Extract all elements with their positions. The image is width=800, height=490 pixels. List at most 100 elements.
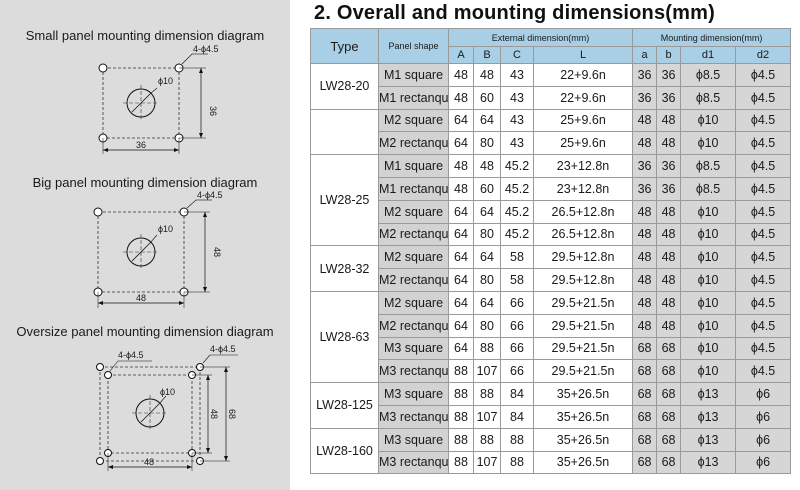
- cell-d2: ϕ6: [735, 427, 792, 452]
- cell-a: 48: [632, 199, 658, 224]
- cell-d2: ϕ6: [735, 382, 792, 406]
- horizontal-dimension-label: 36: [136, 140, 146, 150]
- panel-shape-cell: M2 rectanqular: [378, 313, 449, 338]
- cell-C: 45.2: [500, 199, 534, 224]
- cell-A: 48: [448, 85, 474, 110]
- cell-C: 43: [500, 131, 534, 156]
- cell-C: 43: [500, 85, 534, 110]
- cell-d2: ϕ6: [735, 404, 792, 429]
- cell-d1: ϕ10: [680, 131, 737, 156]
- cell-C: 58: [500, 268, 534, 292]
- cell-b: 68: [656, 359, 682, 384]
- cell-b: 36: [656, 63, 682, 87]
- panel-shape-cell: M3 square: [378, 336, 449, 361]
- cell-L: 23+12.8n: [532, 154, 634, 178]
- cell-L: 22+9.6n: [532, 63, 634, 87]
- cell-a: 48: [632, 313, 658, 338]
- cell-b: 36: [656, 154, 682, 178]
- cell-A: 88: [448, 450, 474, 475]
- cell-d2: ϕ4.5: [735, 154, 792, 178]
- outer-hole-label: 4-ϕ4.5: [210, 344, 236, 354]
- cell-b: 48: [656, 268, 682, 292]
- cell-L: 29.5+12.8n: [532, 245, 634, 270]
- cell-a: 68: [632, 382, 658, 406]
- cell-d1: ϕ13: [680, 382, 737, 406]
- panel-shape-cell: M1 square: [378, 63, 449, 87]
- cell-d1: ϕ8.5: [680, 63, 737, 87]
- panel-shape-cell: M2 square: [378, 290, 449, 315]
- panel-shape-cell: M3 rectanqular: [378, 450, 449, 475]
- cell-b: 68: [656, 427, 682, 452]
- table-row: LW28-63 M2 square 64 64 66 29.5+21.5n 48 48 ϕ10 ϕ…: [310, 290, 792, 384]
- inner-hole-label: 4-ϕ4.5: [118, 350, 144, 360]
- outer-vertical-dimension-label: 68: [227, 409, 237, 419]
- cell-a: 48: [632, 222, 658, 247]
- cell-A: 64: [448, 108, 474, 133]
- cell-B: 107: [473, 359, 501, 384]
- cell-a: 48: [632, 290, 658, 315]
- cell-b: 48: [656, 313, 682, 338]
- panel-shape-cell: M2 square: [378, 108, 449, 133]
- cell-a: 48: [632, 245, 658, 270]
- table-row: M3 rectanqular881076629.5+21.5n6868ϕ10ϕ4…: [311, 359, 792, 384]
- cell-B: 88: [473, 382, 501, 406]
- cell-C: 45.2: [500, 154, 534, 178]
- type-cell: [310, 108, 379, 156]
- cell-A: 48: [448, 154, 474, 178]
- cell-B: 80: [473, 131, 501, 156]
- cell-d2: ϕ4.5: [735, 85, 792, 110]
- panel-shape-cell: M2 rectanqular: [378, 268, 449, 292]
- cell-d2: ϕ4.5: [735, 222, 792, 247]
- center-hole-label: ϕ10: [158, 76, 173, 86]
- cell-d2: ϕ4.5: [735, 245, 792, 270]
- panel-shape-cell: M1 rectanqular: [378, 176, 449, 201]
- cell-C: 43: [500, 63, 534, 87]
- cell-a: 68: [632, 404, 658, 429]
- header-type: Type: [310, 28, 379, 64]
- cell-L: 23+12.8n: [532, 176, 634, 201]
- cell-b: 68: [656, 336, 682, 361]
- cell-d1: ϕ8.5: [680, 154, 737, 178]
- cell-d2: ϕ4.5: [735, 108, 792, 133]
- horizontal-dimension-label: 48: [144, 457, 154, 467]
- diagram-panel: Small panel mounting dimension diagram ϕ…: [0, 0, 290, 490]
- cell-C: 84: [500, 404, 534, 429]
- dimension-table-section: 2. Overall and mounting dimensions(mm) T…: [300, 0, 800, 490]
- panel-shape-cell: M3 square: [378, 427, 449, 452]
- cell-b: 48: [656, 222, 682, 247]
- cell-L: 35+26.5n: [532, 382, 634, 406]
- cell-b: 68: [656, 382, 682, 406]
- table-row: M2 square 64 64 45.2 26.5+12.8n 48 48 ϕ10 ϕ4.5: [311, 199, 792, 224]
- small-panel-diagram: ϕ10 4-ϕ4.5 36 36: [98, 44, 219, 154]
- cell-d1: ϕ10: [680, 222, 737, 247]
- cell-b: 48: [656, 245, 682, 270]
- cell-a: 36: [632, 176, 658, 201]
- center-hole-label: ϕ10: [160, 387, 175, 397]
- header-mounting-dimension: Mounting dimension(mm): [632, 28, 792, 47]
- cell-B: 80: [473, 222, 501, 247]
- header-col-A: A: [448, 46, 474, 64]
- table-row: LW28-125 M3 square 88 88 84 35+26.5n 68 68 ϕ13 ϕ6: [310, 382, 792, 429]
- big-panel-diagram: ϕ10 4-ϕ4.5 48 48: [93, 190, 223, 308]
- cell-B: 107: [473, 450, 501, 475]
- type-cell: LW28-32: [310, 245, 379, 292]
- type-cell: LW28-125: [310, 382, 379, 429]
- cell-B: 48: [473, 63, 501, 87]
- cell-L: 29.5+21.5n: [532, 336, 634, 361]
- header-col-b: b: [656, 46, 682, 64]
- type-cell: LW28-63: [310, 290, 379, 384]
- panel-shape-cell: M3 rectanqular: [378, 404, 449, 429]
- cell-B: 48: [473, 154, 501, 178]
- cell-b: 48: [656, 199, 682, 224]
- table-row: M3 square 64 88 66 29.5+21.5n 68 68 ϕ10 ϕ4.5: [311, 336, 792, 361]
- table-row: LW28-160 M3 square 88 88 88 35+26.5n 68 68 ϕ13 ϕ6: [310, 427, 792, 475]
- cell-d2: ϕ4.5: [735, 176, 792, 201]
- cell-a: 36: [632, 63, 658, 87]
- type-cell: LW28-20: [310, 63, 379, 110]
- cell-C: 88: [500, 450, 534, 475]
- header-col-d1: d1: [680, 46, 737, 64]
- cell-A: 48: [448, 63, 474, 87]
- cell-L: 35+26.5n: [532, 450, 634, 475]
